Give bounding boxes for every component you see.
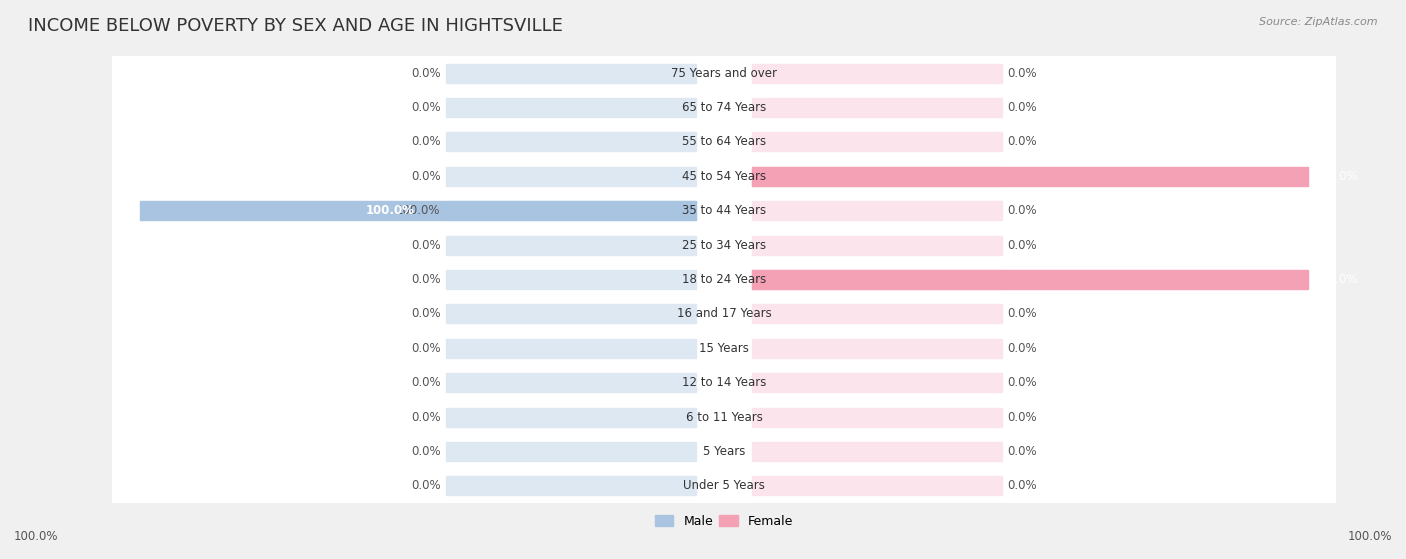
Bar <box>446 339 696 358</box>
Legend: Male, Female: Male, Female <box>650 510 799 533</box>
Text: 0.0%: 0.0% <box>1008 101 1038 114</box>
Text: 100.0%: 100.0% <box>396 204 440 217</box>
Bar <box>752 339 1002 358</box>
Text: Source: ZipAtlas.com: Source: ZipAtlas.com <box>1260 17 1378 27</box>
Text: 0.0%: 0.0% <box>411 445 440 458</box>
Text: 0.0%: 0.0% <box>1008 445 1038 458</box>
Bar <box>446 270 696 289</box>
Text: 100.0%: 100.0% <box>14 530 59 543</box>
Text: 0.0%: 0.0% <box>411 67 440 79</box>
Text: 65 to 74 Years: 65 to 74 Years <box>682 101 766 114</box>
Bar <box>112 193 1336 228</box>
Text: 15 Years: 15 Years <box>699 342 749 355</box>
Text: 16 and 17 Years: 16 and 17 Years <box>676 307 772 320</box>
Text: 100.0%: 100.0% <box>1313 170 1358 183</box>
Bar <box>446 64 696 83</box>
Bar <box>752 201 1002 220</box>
Text: 0.0%: 0.0% <box>411 342 440 355</box>
Bar <box>112 125 1336 159</box>
Bar <box>112 159 1336 193</box>
Text: 0.0%: 0.0% <box>1008 204 1038 217</box>
Text: 45 to 54 Years: 45 to 54 Years <box>682 170 766 183</box>
Bar <box>112 297 1336 331</box>
Bar <box>752 408 1002 427</box>
Bar <box>752 270 1308 289</box>
Bar <box>752 476 1002 495</box>
Bar <box>446 132 696 151</box>
Bar <box>112 400 1336 434</box>
Text: 75 Years and over: 75 Years and over <box>671 67 778 79</box>
Text: 100.0%: 100.0% <box>1347 530 1392 543</box>
Bar <box>446 373 696 392</box>
Bar <box>112 262 1336 297</box>
Text: 18 to 24 Years: 18 to 24 Years <box>682 273 766 286</box>
Text: 0.0%: 0.0% <box>411 307 440 320</box>
Text: 0.0%: 0.0% <box>411 170 440 183</box>
Text: 0.0%: 0.0% <box>411 101 440 114</box>
Text: 0.0%: 0.0% <box>1008 239 1038 252</box>
Bar <box>112 91 1336 125</box>
Bar <box>752 167 1002 186</box>
Bar <box>446 442 696 461</box>
Bar <box>141 201 696 220</box>
Bar <box>112 434 1336 468</box>
Bar <box>752 373 1002 392</box>
Text: 0.0%: 0.0% <box>1008 342 1038 355</box>
Text: 0.0%: 0.0% <box>411 376 440 389</box>
Text: 0.0%: 0.0% <box>1008 411 1038 424</box>
Text: 0.0%: 0.0% <box>1008 135 1038 148</box>
Bar <box>112 228 1336 262</box>
Text: 0.0%: 0.0% <box>411 239 440 252</box>
Bar <box>446 167 696 186</box>
Text: Under 5 Years: Under 5 Years <box>683 480 765 492</box>
Bar <box>752 305 1002 323</box>
Bar <box>112 468 1336 503</box>
Bar <box>752 236 1002 254</box>
Text: 55 to 64 Years: 55 to 64 Years <box>682 135 766 148</box>
Bar <box>446 476 696 495</box>
Bar <box>446 98 696 117</box>
Text: 0.0%: 0.0% <box>1008 376 1038 389</box>
Text: 0.0%: 0.0% <box>411 135 440 148</box>
Text: 100.0%: 100.0% <box>366 204 415 217</box>
Text: 12 to 14 Years: 12 to 14 Years <box>682 376 766 389</box>
Bar <box>752 442 1002 461</box>
Bar <box>752 167 1308 186</box>
Bar <box>112 366 1336 400</box>
Text: 0.0%: 0.0% <box>1008 67 1038 79</box>
Text: 25 to 34 Years: 25 to 34 Years <box>682 239 766 252</box>
Text: 5 Years: 5 Years <box>703 445 745 458</box>
Bar <box>446 201 696 220</box>
Bar <box>752 98 1002 117</box>
Text: 100.0%: 100.0% <box>1313 273 1358 286</box>
Bar <box>446 408 696 427</box>
Bar <box>446 236 696 254</box>
Bar <box>112 56 1336 91</box>
Bar <box>752 64 1002 83</box>
Bar <box>752 270 1002 289</box>
Text: 0.0%: 0.0% <box>1008 480 1038 492</box>
Text: 0.0%: 0.0% <box>1008 307 1038 320</box>
Bar <box>752 132 1002 151</box>
Bar <box>446 305 696 323</box>
Bar <box>112 331 1336 366</box>
Text: 35 to 44 Years: 35 to 44 Years <box>682 204 766 217</box>
Text: 0.0%: 0.0% <box>411 480 440 492</box>
Text: INCOME BELOW POVERTY BY SEX AND AGE IN HIGHTSVILLE: INCOME BELOW POVERTY BY SEX AND AGE IN H… <box>28 17 562 35</box>
Text: 0.0%: 0.0% <box>411 411 440 424</box>
Text: 6 to 11 Years: 6 to 11 Years <box>686 411 762 424</box>
Text: 0.0%: 0.0% <box>411 273 440 286</box>
